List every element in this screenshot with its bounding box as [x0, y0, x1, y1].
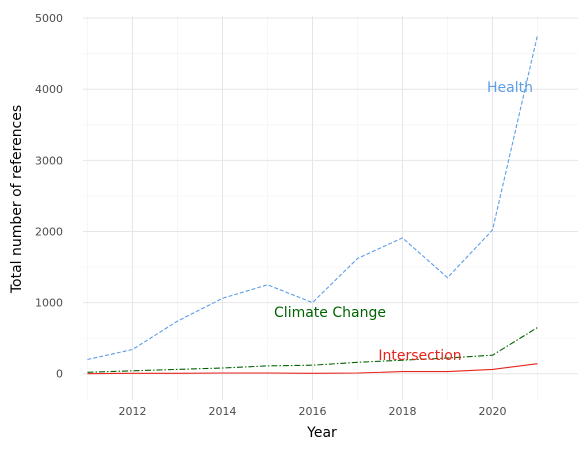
series-label-health: Health: [487, 80, 533, 96]
y-tick-label: 1000: [35, 297, 63, 310]
y-tick-label: 0: [56, 368, 63, 381]
x-tick-label: 2016: [299, 405, 327, 418]
x-axis-ticks: 2012 2014 2016 2018 2020: [119, 405, 507, 418]
x-axis-title: Year: [306, 425, 337, 441]
series-label-climate-change: Climate Change: [274, 305, 386, 321]
series-label-intersection: Intersection: [378, 348, 461, 364]
x-tick-label: 2020: [479, 405, 507, 418]
x-tick-label: 2018: [389, 405, 417, 418]
y-tick-label: 3000: [35, 154, 63, 167]
series-labels: Health Climate Change Intersection: [274, 80, 533, 364]
y-axis-title: Total number of references: [9, 105, 25, 294]
y-tick-label: 4000: [35, 83, 63, 96]
series-line-intersection: [87, 363, 538, 375]
series-lines: [87, 35, 539, 375]
y-tick-label: 5000: [35, 12, 63, 25]
x-tick-label: 2012: [119, 405, 147, 418]
series-line-health: [87, 35, 539, 361]
x-tick-label: 2014: [209, 405, 237, 418]
y-tick-label: 2000: [35, 225, 63, 238]
grid: [83, 16, 578, 400]
y-axis-ticks: 0 1000 2000 3000 4000 5000: [35, 12, 63, 381]
